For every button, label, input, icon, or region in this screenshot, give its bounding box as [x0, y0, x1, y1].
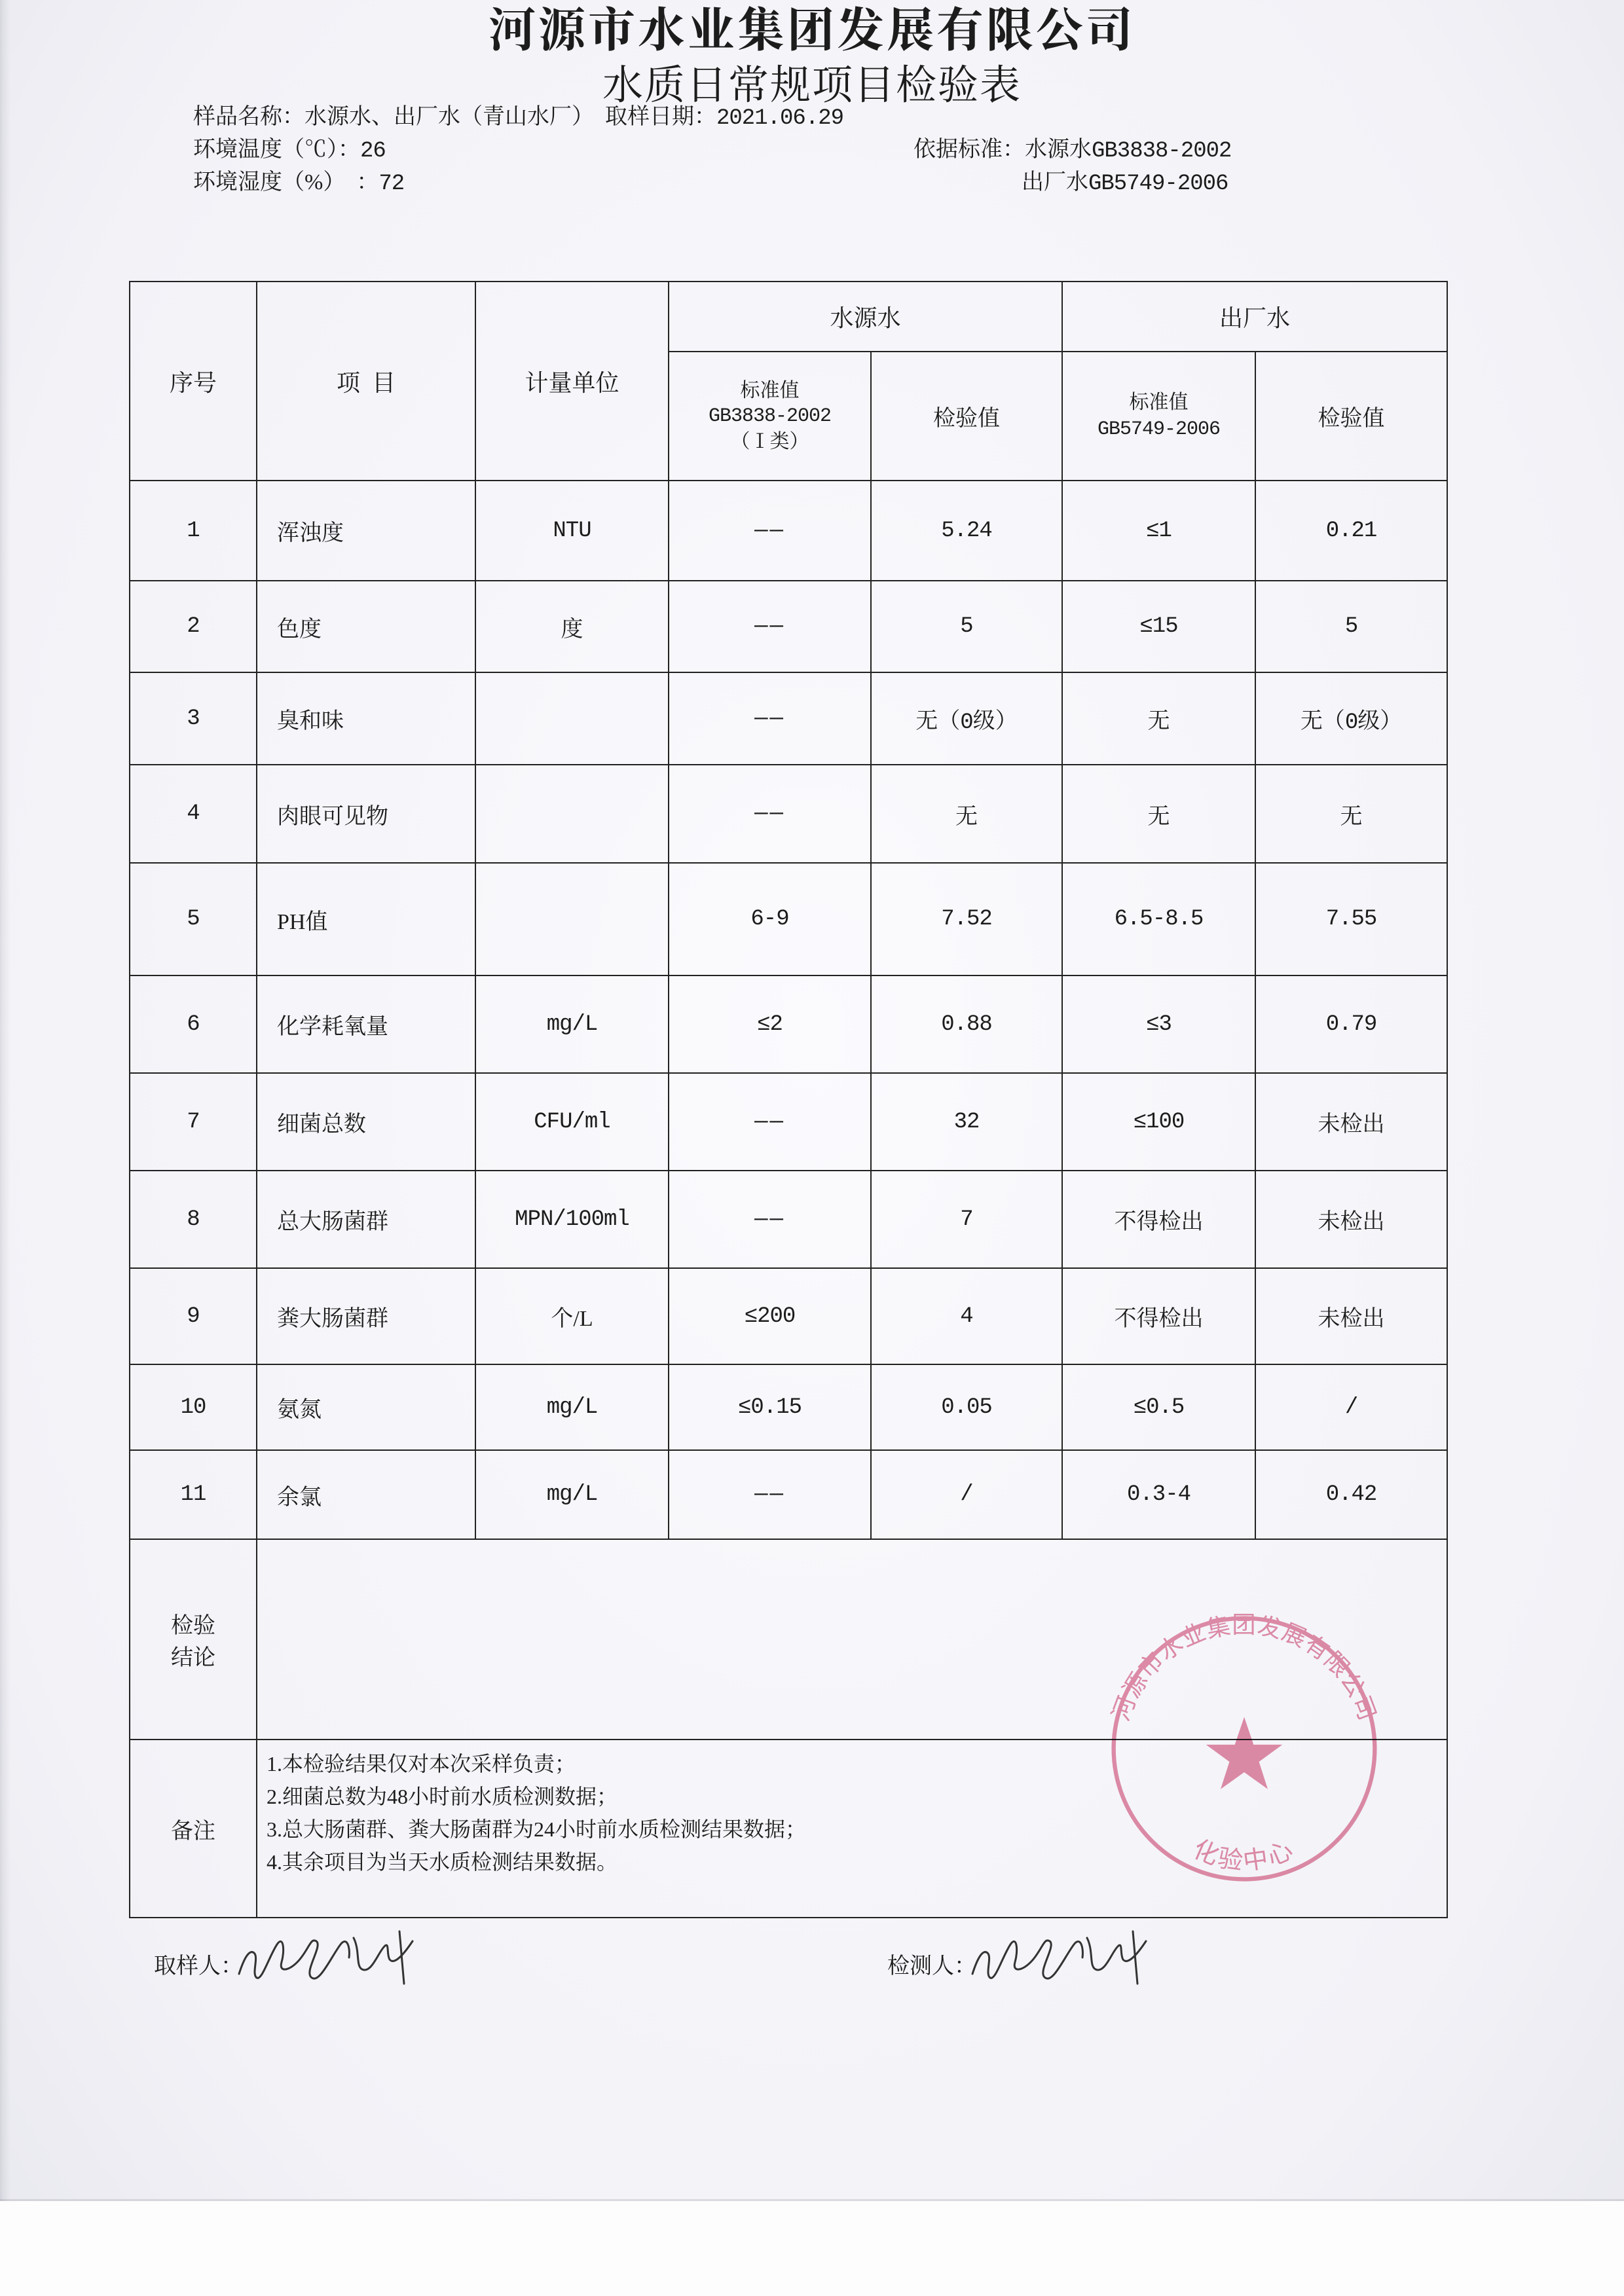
svg-text:河源市水业集团发展有限公司: 河源市水业集团发展有限公司	[1103, 1608, 1385, 1725]
svg-text:化验中心: 化验中心	[1189, 1829, 1300, 1877]
